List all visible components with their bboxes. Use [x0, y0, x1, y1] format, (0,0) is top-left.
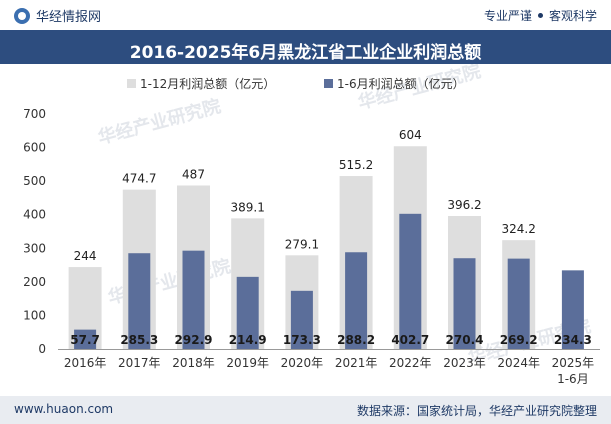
bar-h1 — [74, 329, 97, 349]
logo-icon — [14, 7, 30, 24]
data-label-full-year: 324.2 — [502, 222, 536, 236]
y-tick-label: 200 — [23, 275, 46, 289]
bars: 244 57.7 474.7 285.3 487 292.9 389.1 214.9 279.1… — [68, 128, 592, 349]
legend-label-2: 1-6月利润总额（亿元） — [337, 76, 465, 91]
x-tick-label: 2020年 — [281, 356, 324, 370]
data-label-full-year: 279.1 — [285, 237, 319, 251]
data-label-full-year: 396.2 — [447, 198, 481, 212]
data-label-full-year: 389.1 — [231, 200, 265, 214]
bar-h1 — [345, 252, 368, 349]
chart-title: 2016-2025年6月黑龙江省工业企业利润总额 — [129, 43, 482, 63]
footer-url[interactable]: www.huaon.com — [14, 402, 114, 416]
bullet-icon — [537, 13, 543, 18]
x-tick-label: 2018年 — [172, 356, 215, 370]
x-tick-label: 2019年 — [226, 356, 269, 370]
y-tick-label: 300 — [23, 241, 46, 255]
data-label-h1: 57.7 — [70, 333, 100, 347]
bar-h1 — [399, 213, 422, 349]
site-name: 华经情报网 — [36, 10, 102, 25]
legend-swatch-1 — [127, 79, 136, 88]
y-tick-label: 400 — [23, 208, 46, 222]
x-tick-label: 2023年 — [443, 356, 486, 370]
title-bar — [0, 30, 611, 64]
y-tick-label: 600 — [23, 141, 46, 155]
data-label-h1: 269.2 — [500, 333, 538, 347]
y-tick-label: 100 — [23, 308, 46, 322]
x-tick-label: 1-6月 — [557, 372, 589, 386]
x-tick-label: 2025年 — [552, 356, 595, 370]
chart: 华经产业研究院华经产业研究院华经产业研究院华经产业研究院 1-12月利润总额（亿… — [23, 64, 600, 386]
data-label-h1: 402.7 — [391, 333, 429, 347]
data-label-full-year: 604 — [399, 128, 422, 142]
x-axis: 2016年 2017年 2018年 2019年 2020年 2021年 2022年 2023年… — [58, 349, 600, 386]
watermark-text: 华经产业研究院 — [96, 95, 223, 149]
x-tick-label: 2022年 — [389, 356, 432, 370]
data-label-h1: 214.9 — [229, 333, 267, 347]
x-tick-label: 2021年 — [335, 356, 378, 370]
data-label-h1: 173.3 — [283, 333, 321, 347]
x-tick-label: 2016年 — [64, 356, 107, 370]
top-bar: 华经情报网 专业严谨 客观科学 — [0, 0, 611, 30]
footer-bar — [0, 396, 611, 424]
bar-h1 — [236, 276, 259, 349]
tagline-right: 客观科学 — [548, 9, 597, 23]
data-label-full-year: 474.7 — [122, 172, 156, 186]
legend-label-1: 1-12月利润总额（亿元） — [140, 76, 275, 91]
x-tick-label: 2024年 — [497, 356, 540, 370]
y-axis: 0 100 200 300 400 500 600 700 — [23, 107, 46, 356]
bar-h1 — [507, 258, 530, 349]
footer-source: 数据来源：国家统计局，华经产业研究院整理 — [356, 404, 597, 418]
bar-h1 — [290, 290, 313, 349]
tagline: 专业严谨 客观科学 — [484, 7, 597, 24]
data-label-full-year: 515.2 — [339, 158, 373, 172]
data-label-full-year: 244 — [74, 249, 97, 263]
data-label-h1: 285.3 — [120, 333, 158, 347]
data-label-h1: 292.9 — [175, 333, 213, 347]
legend-swatch-2 — [324, 79, 333, 88]
data-label-h1: 288.2 — [337, 333, 375, 347]
y-tick-label: 500 — [23, 174, 46, 188]
bar-h1 — [561, 270, 584, 349]
tagline-left: 专业严谨 — [483, 9, 532, 23]
brand[interactable]: 华经情报网 — [14, 6, 101, 25]
bar-h1 — [453, 258, 476, 349]
legend: 1-12月利润总额（亿元） 1-6月利润总额（亿元） — [127, 76, 465, 91]
bar-h1 — [128, 253, 151, 349]
data-label-full-year: 487 — [182, 168, 205, 182]
bar-h1 — [182, 250, 205, 349]
data-label-h1: 270.4 — [446, 333, 484, 347]
y-tick-label: 0 — [38, 342, 46, 356]
y-tick-label: 700 — [23, 107, 46, 121]
x-tick-label: 2017年 — [118, 356, 161, 370]
data-label-h1: 234.3 — [554, 333, 592, 347]
